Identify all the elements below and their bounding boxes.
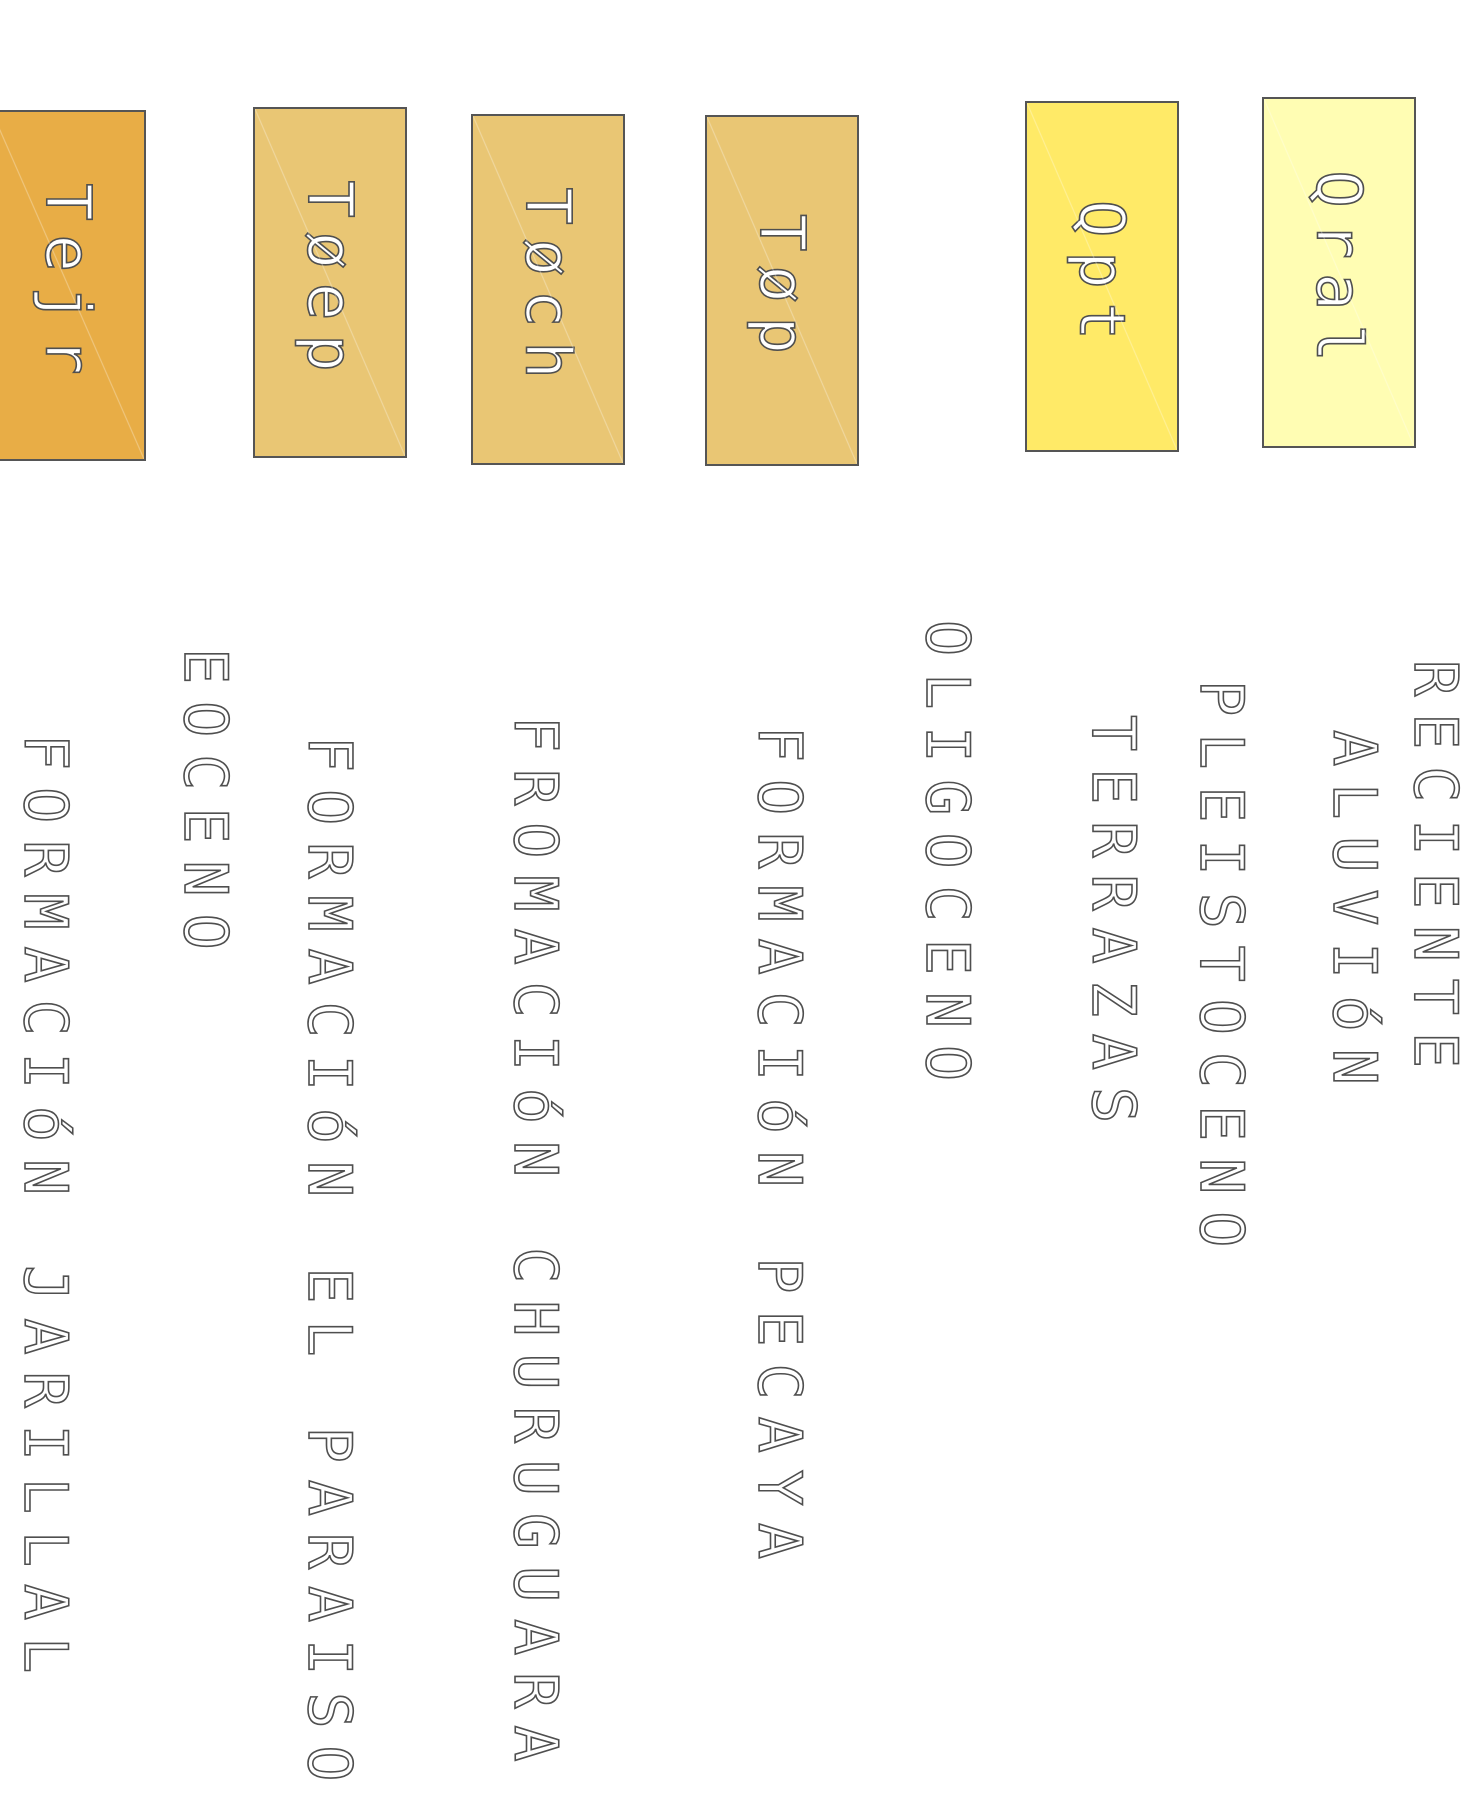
legend-swatch-tejr: Tejr xyxy=(0,110,146,461)
unit-code-toch: Tøch xyxy=(511,186,586,393)
legend-swatch-top: Tøp xyxy=(705,115,859,466)
epoch-label-eoceno: EOCENO xyxy=(169,647,241,967)
unit-code-qral: Qral xyxy=(1302,169,1377,376)
legend-swatch-qpt: Qpt xyxy=(1025,101,1179,452)
epoch-label-oligoceno: OLIGOCENO xyxy=(911,619,983,1099)
epoch-label-pleistoceno: PLEISTOCENO xyxy=(1185,679,1257,1265)
unit-name-qral: ALUVIóN xyxy=(1318,729,1390,1102)
unit-code-top: Tøp xyxy=(745,213,820,369)
unit-code-qpt: Qpt xyxy=(1065,199,1140,355)
unit-name-qpt: TERRAZAS xyxy=(1077,714,1149,1141)
legend-swatch-toch: Tøch xyxy=(471,114,625,465)
unit-name-toep: FORMACIóN EL PARAISO xyxy=(293,735,365,1798)
epoch-label-reciente: RECIENTE xyxy=(1399,659,1466,1086)
legend-swatch-qral: Qral xyxy=(1262,97,1416,448)
legend-swatch-toep: Tøep xyxy=(253,107,407,458)
unit-code-tejr: Tejr xyxy=(31,182,106,389)
unit-name-toch: FROMACIóN CHURUGUARA xyxy=(499,715,571,1779)
unit-name-top: FORMACIóN PECAYA xyxy=(743,725,815,1577)
unit-code-toep: Tøep xyxy=(293,179,368,386)
unit-name-tejr: FORMACIóN JARILLAL xyxy=(9,733,81,1691)
